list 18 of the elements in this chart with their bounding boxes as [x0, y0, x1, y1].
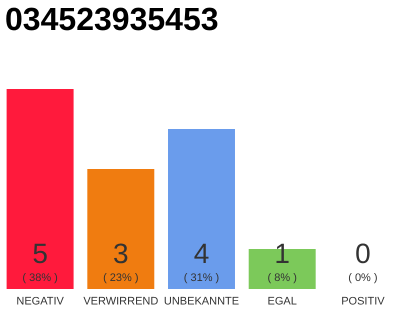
annotation: ( 8% ): [268, 272, 297, 284]
data-label: 4: [194, 238, 210, 269]
data-label: 3: [113, 238, 129, 269]
annotation: ( 0% ): [348, 272, 378, 284]
x-tick-label: NEGATIV: [16, 296, 64, 308]
annotation: ( 31% ): [184, 272, 220, 284]
annotation: ( 23% ): [103, 272, 139, 284]
data-label: 5: [32, 238, 48, 269]
bar: [168, 129, 235, 289]
x-tick-label: UNBEKANNTE: [164, 296, 240, 308]
x-tick-label: POSITIV: [341, 296, 386, 308]
bar: [6, 89, 74, 289]
data-label: 0: [355, 238, 371, 269]
x-tick-label: EGAL: [268, 296, 297, 308]
bar: [87, 169, 154, 289]
chart-title: 034523935453: [5, 1, 219, 37]
annotation: ( 38% ): [22, 272, 58, 284]
x-tick-label: VERWIRREND: [83, 296, 158, 308]
